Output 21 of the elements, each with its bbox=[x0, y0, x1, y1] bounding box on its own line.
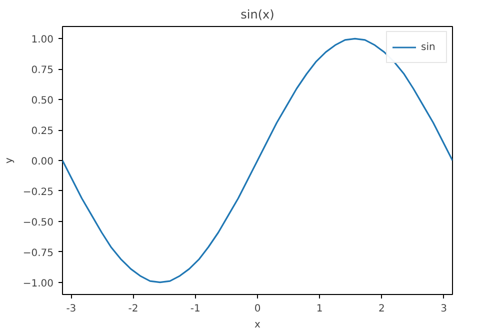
x-tick-label: 1 bbox=[316, 304, 323, 314]
y-tick-label: 0.25 bbox=[31, 126, 54, 138]
line-series bbox=[62, 38, 452, 284]
y-tick-label: −0.50 bbox=[22, 217, 54, 228]
y-tick-label: −1.00 bbox=[22, 278, 54, 290]
x-axis-title: x bbox=[254, 320, 261, 330]
chart-title: sin(x) bbox=[240, 8, 274, 22]
legend-label: sin bbox=[421, 42, 436, 52]
y-tick-label: 0.75 bbox=[31, 65, 54, 76]
y-tick-label: 1.00 bbox=[31, 34, 54, 46]
x-tick-label: 2 bbox=[378, 304, 385, 314]
x-tick-label: -2 bbox=[128, 304, 138, 314]
y-axis-title: y bbox=[4, 157, 15, 164]
y-tick-label: −0.75 bbox=[22, 248, 54, 259]
x-tick-label: -3 bbox=[66, 304, 76, 314]
x-tick-label: -1 bbox=[190, 304, 200, 314]
x-tick-label: 0 bbox=[254, 304, 261, 314]
y-tick-label: 0.50 bbox=[31, 96, 54, 107]
y-tick-label: −0.25 bbox=[22, 186, 54, 198]
x-tick-label: 3 bbox=[440, 304, 447, 314]
y-tick-label: 0.00 bbox=[31, 156, 54, 168]
